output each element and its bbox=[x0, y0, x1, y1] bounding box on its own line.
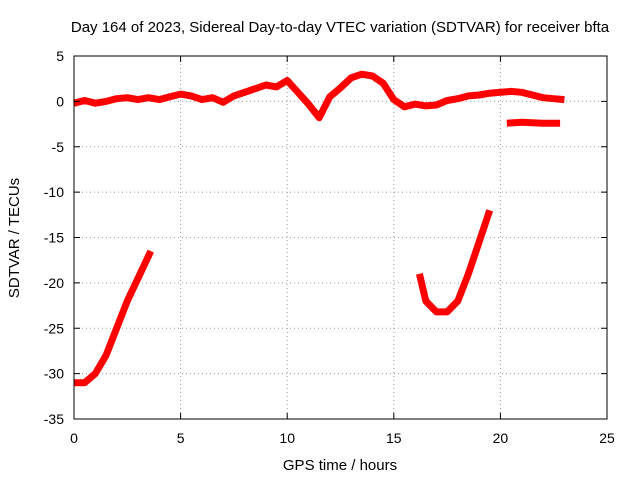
x-axis-ticks: 0 5 10 15 20 25 bbox=[70, 56, 615, 446]
data-series bbox=[73, 70, 565, 387]
y-tick-label: 0 bbox=[56, 93, 64, 109]
y-tick-label: -10 bbox=[44, 184, 64, 200]
y-tick-label: -20 bbox=[44, 275, 64, 291]
y-axis-ticks: 5 0 -5 -10 -15 -20 -25 -30 -35 bbox=[44, 48, 607, 427]
x-tick-label: 25 bbox=[599, 430, 615, 446]
series-main-band bbox=[73, 70, 565, 122]
series-short-segment bbox=[506, 118, 561, 127]
y-tick-label: 5 bbox=[56, 48, 64, 64]
series-late-arc bbox=[415, 209, 494, 316]
y-axis-label: SDTVAR / TECUs bbox=[6, 178, 23, 298]
chart-title: Day 164 of 2023, Sidereal Day-to-day VTE… bbox=[71, 19, 610, 36]
x-tick-label: 10 bbox=[279, 430, 295, 446]
x-tick-label: 0 bbox=[70, 430, 78, 446]
y-tick-label: -5 bbox=[52, 139, 65, 155]
y-tick-label: -15 bbox=[44, 230, 64, 246]
x-tick-label: 5 bbox=[177, 430, 185, 446]
x-axis-label: GPS time / hours bbox=[283, 457, 397, 474]
x-tick-label: 20 bbox=[493, 430, 509, 446]
grid bbox=[74, 56, 607, 419]
y-tick-label: -35 bbox=[44, 411, 64, 427]
y-tick-label: -25 bbox=[44, 320, 64, 336]
series-early-arc bbox=[74, 249, 154, 387]
x-tick-label: 15 bbox=[386, 430, 402, 446]
y-tick-label: -30 bbox=[44, 366, 64, 382]
plot-frame bbox=[73, 55, 608, 420]
